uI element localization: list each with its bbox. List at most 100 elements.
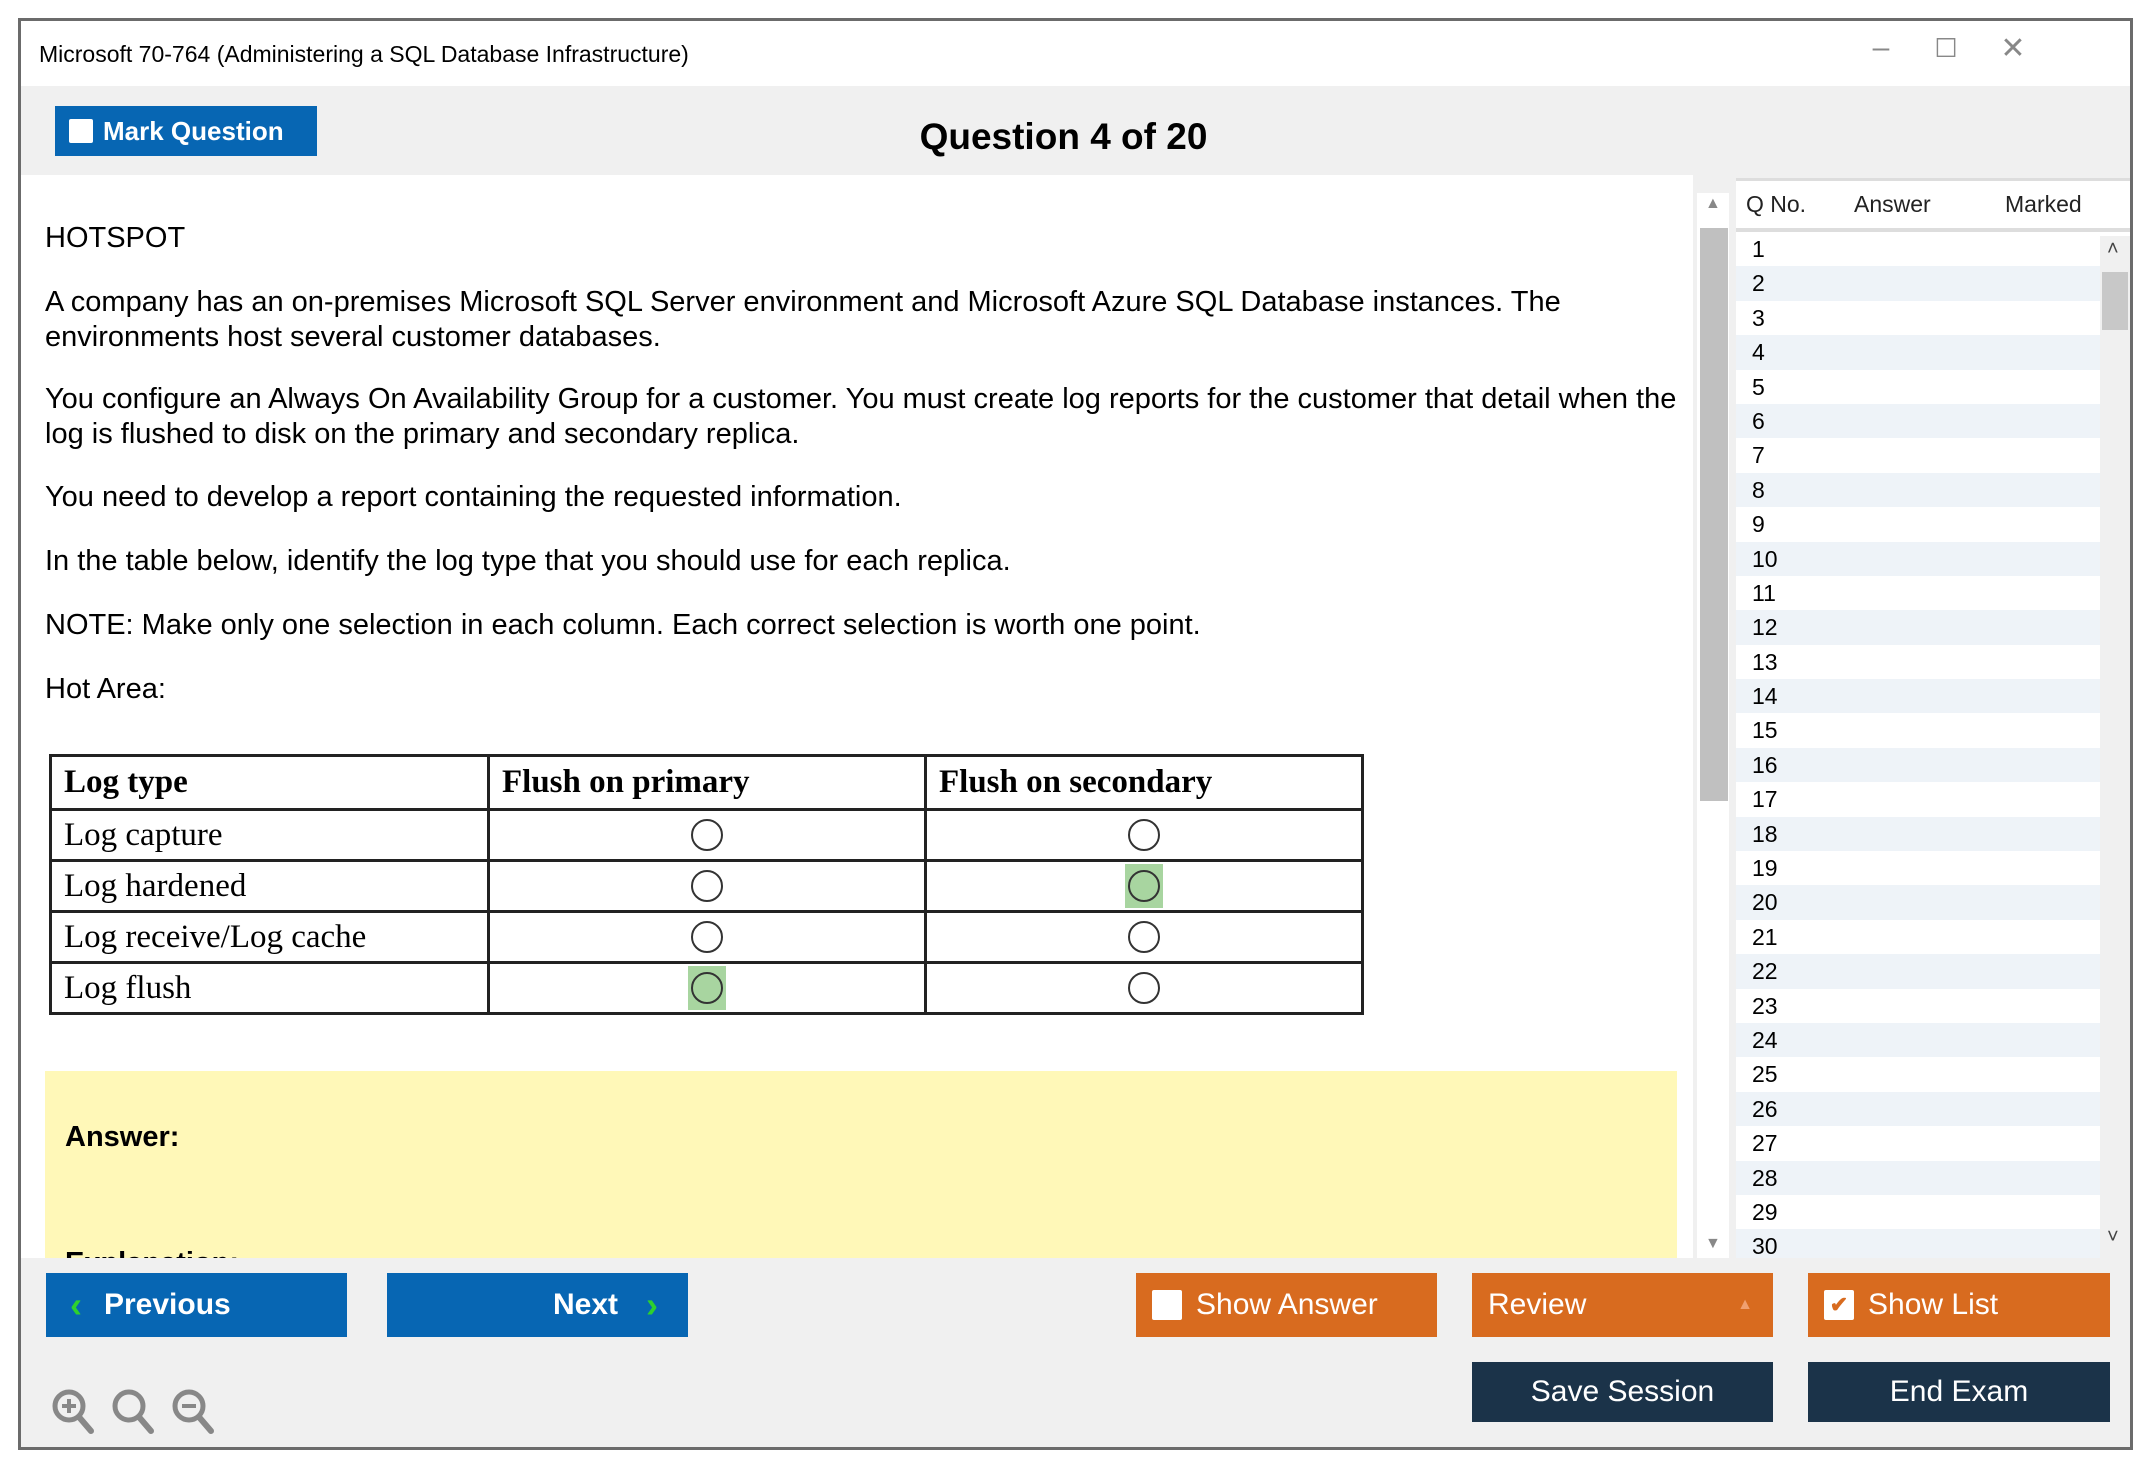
secondary-radio-selected[interactable] bbox=[1125, 864, 1163, 908]
list-item[interactable]: 11 bbox=[1752, 579, 1776, 606]
question-list: Q No. Answer Marked 1 2 3 4 5 6 7 8 9 10 11 12 13 14 1… bbox=[1736, 178, 2130, 1258]
table-row: Log hardened bbox=[49, 859, 1364, 913]
explanation-label: Explanation: bbox=[65, 1247, 239, 1258]
list-item[interactable]: 17 bbox=[1752, 786, 1778, 813]
list-item[interactable]: 9 bbox=[1752, 511, 1765, 538]
end-exam-button[interactable]: End Exam bbox=[1808, 1362, 2110, 1422]
list-item[interactable]: 30 bbox=[1736, 1229, 2100, 1258]
list-item[interactable]: 2 bbox=[1736, 266, 2100, 301]
scroll-down-icon[interactable]: ▼ bbox=[1705, 1235, 1721, 1252]
mark-question-label: Mark Question bbox=[103, 115, 284, 146]
primary-radio[interactable] bbox=[688, 864, 726, 908]
list-scrollbar[interactable]: ˄ ˅ bbox=[2100, 236, 2130, 1258]
list-item[interactable]: 29 bbox=[1752, 1198, 1778, 1225]
table-row: Log flush bbox=[49, 961, 1364, 1015]
hot-area-table: Log type Flush on primary Flush on secon… bbox=[49, 754, 1364, 1015]
scroll-thumb[interactable] bbox=[1700, 228, 1728, 801]
list-header: Marked bbox=[2005, 191, 2082, 217]
list-item[interactable]: 13 bbox=[1752, 648, 1778, 675]
close-icon[interactable]: ✕ bbox=[2000, 32, 2026, 65]
checkbox-icon bbox=[1152, 1290, 1182, 1320]
list-header: Q No. bbox=[1746, 191, 1807, 217]
caret-up-icon: ▲ bbox=[1737, 1296, 1753, 1313]
primary-radio[interactable] bbox=[688, 813, 726, 857]
list-item[interactable]: 7 bbox=[1752, 442, 1765, 469]
secondary-radio[interactable] bbox=[1125, 966, 1163, 1010]
title-bar: Microsoft 70-764 (Administering a SQL Da… bbox=[21, 21, 2130, 86]
checkbox-icon bbox=[69, 119, 93, 143]
list-item[interactable]: 22 bbox=[1736, 954, 2100, 989]
save-session-button[interactable]: Save Session bbox=[1472, 1362, 1773, 1422]
secondary-cell bbox=[924, 808, 1364, 862]
list-item[interactable]: 4 bbox=[1736, 335, 2100, 370]
secondary-cell bbox=[924, 910, 1364, 964]
question-paragraph: A company has an on-premises Microsoft S… bbox=[45, 286, 1561, 353]
next-label: Next bbox=[552, 1288, 618, 1321]
list-item[interactable]: 15 bbox=[1752, 717, 1778, 744]
answer-panel: Answer: Explanation: bbox=[45, 1071, 1677, 1258]
column-header: Flush on secondary bbox=[924, 754, 1364, 811]
list-item[interactable]: 21 bbox=[1752, 923, 1778, 950]
maximize-icon[interactable]: ☐ bbox=[1934, 33, 1958, 63]
window-title: Microsoft 70-764 (Administering a SQL Da… bbox=[39, 41, 689, 67]
scroll-thumb[interactable] bbox=[2102, 272, 2128, 330]
zoom-out-icon[interactable] bbox=[171, 1388, 215, 1434]
list-item[interactable]: 19 bbox=[1752, 855, 1778, 882]
scroll-down-icon[interactable]: ˅ bbox=[2107, 1226, 2119, 1248]
list-item[interactable]: 16 bbox=[1736, 747, 2100, 783]
table-row: Log receive/Log cache bbox=[49, 910, 1364, 964]
show-answer-button[interactable]: Show Answer bbox=[1136, 1273, 1437, 1337]
column-header: Flush on primary bbox=[487, 754, 927, 811]
list-item[interactable]: 1 bbox=[1752, 236, 1765, 262]
primary-cell bbox=[487, 961, 927, 1015]
primary-cell bbox=[487, 808, 927, 862]
list-item[interactable]: 8 bbox=[1736, 472, 2100, 508]
show-answer-label: Show Answer bbox=[1196, 1288, 1378, 1321]
question-type: HOTSPOT bbox=[45, 222, 186, 254]
list-item[interactable]: 20 bbox=[1736, 885, 2100, 920]
question-title: Question 4 of 20 bbox=[919, 116, 1208, 157]
hot-area-label: Hot Area: bbox=[45, 673, 166, 705]
list-item[interactable]: 3 bbox=[1752, 304, 1765, 331]
table-row: Log capture bbox=[49, 808, 1364, 862]
log-type-cell: Log capture bbox=[49, 808, 490, 862]
exam-window: Microsoft 70-764 (Administering a SQL Da… bbox=[18, 18, 2133, 1450]
secondary-radio[interactable] bbox=[1125, 915, 1163, 959]
list-item[interactable]: 6 bbox=[1736, 403, 2100, 439]
log-type-cell: Log receive/Log cache bbox=[49, 910, 490, 964]
list-item[interactable]: 24 bbox=[1736, 1022, 2100, 1058]
question-content: HOTSPOT A company has an on-premises Mic… bbox=[21, 175, 1693, 1258]
chevron-left-icon: ‹ bbox=[70, 1284, 82, 1325]
list-item[interactable]: 18 bbox=[1736, 816, 2100, 852]
show-list-button[interactable]: ✔ Show List bbox=[1808, 1273, 2110, 1337]
zoom-in-icon[interactable] bbox=[51, 1388, 95, 1434]
minimize-icon[interactable]: – bbox=[1872, 31, 1890, 64]
list-item[interactable]: 23 bbox=[1752, 992, 1778, 1019]
question-paragraph: You configure an Always On Availability … bbox=[45, 383, 1677, 450]
list-item[interactable]: 5 bbox=[1752, 373, 1765, 400]
list-item[interactable]: 25 bbox=[1752, 1061, 1778, 1088]
list-item[interactable]: 12 bbox=[1736, 610, 2100, 645]
primary-radio-selected[interactable] bbox=[688, 966, 726, 1010]
primary-radio[interactable] bbox=[688, 915, 726, 959]
log-type-cell: Log hardened bbox=[49, 859, 490, 913]
primary-cell bbox=[487, 910, 927, 964]
secondary-cell bbox=[924, 961, 1364, 1015]
mark-question-button[interactable]: Mark Question bbox=[55, 106, 317, 156]
log-type-cell: Log flush bbox=[49, 961, 490, 1015]
scroll-up-icon[interactable]: ˄ bbox=[2107, 238, 2119, 260]
question-paragraph: You need to develop a report containing … bbox=[45, 481, 902, 513]
content-scrollbar[interactable]: ▲ ▼ bbox=[1697, 193, 1729, 1258]
list-item[interactable]: 26 bbox=[1736, 1091, 2100, 1127]
scroll-up-icon[interactable]: ▲ bbox=[1705, 195, 1721, 212]
review-dropdown[interactable]: Review ▲ bbox=[1472, 1273, 1773, 1337]
list-item[interactable]: 27 bbox=[1752, 1130, 1778, 1157]
zoom-reset-icon[interactable] bbox=[111, 1388, 155, 1434]
list-item[interactable]: 28 bbox=[1736, 1160, 2100, 1195]
previous-button[interactable]: ‹ Previous bbox=[46, 1273, 347, 1337]
checkbox-checked-icon: ✔ bbox=[1824, 1290, 1854, 1320]
list-item[interactable]: 14 bbox=[1736, 679, 2100, 714]
list-item[interactable]: 10 bbox=[1736, 541, 2100, 576]
secondary-radio[interactable] bbox=[1125, 813, 1163, 857]
next-button[interactable]: Next › bbox=[387, 1273, 688, 1337]
